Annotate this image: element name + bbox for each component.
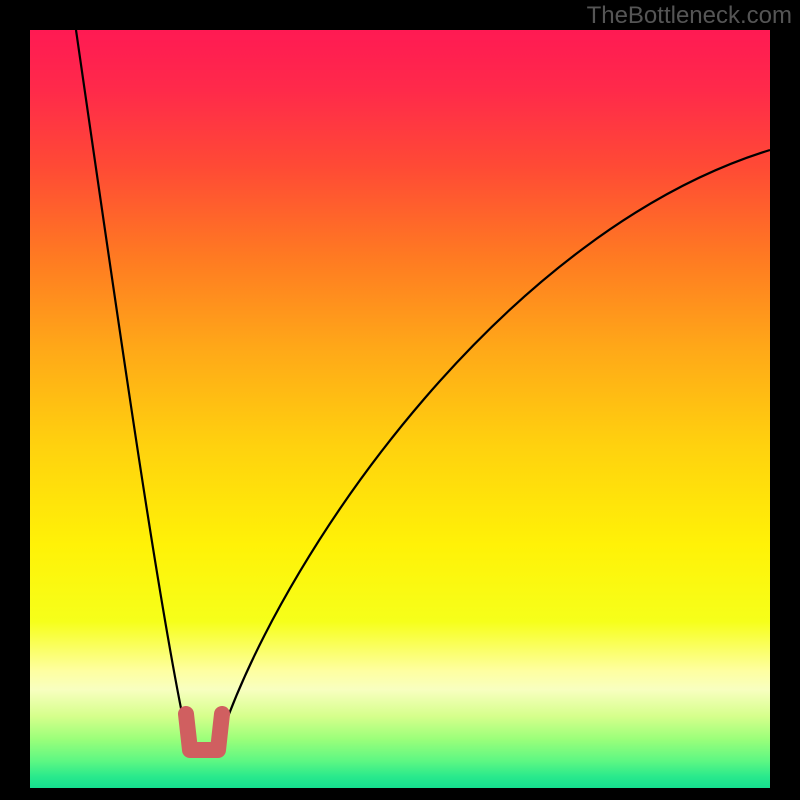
frame-border-right xyxy=(770,0,800,800)
plot-area xyxy=(30,30,770,788)
frame-border-bottom xyxy=(0,788,800,800)
frame-border-left xyxy=(0,0,30,800)
frame-border-top xyxy=(0,0,800,30)
chart-container: TheBottleneck.com xyxy=(0,0,800,800)
gradient-background xyxy=(30,30,770,788)
